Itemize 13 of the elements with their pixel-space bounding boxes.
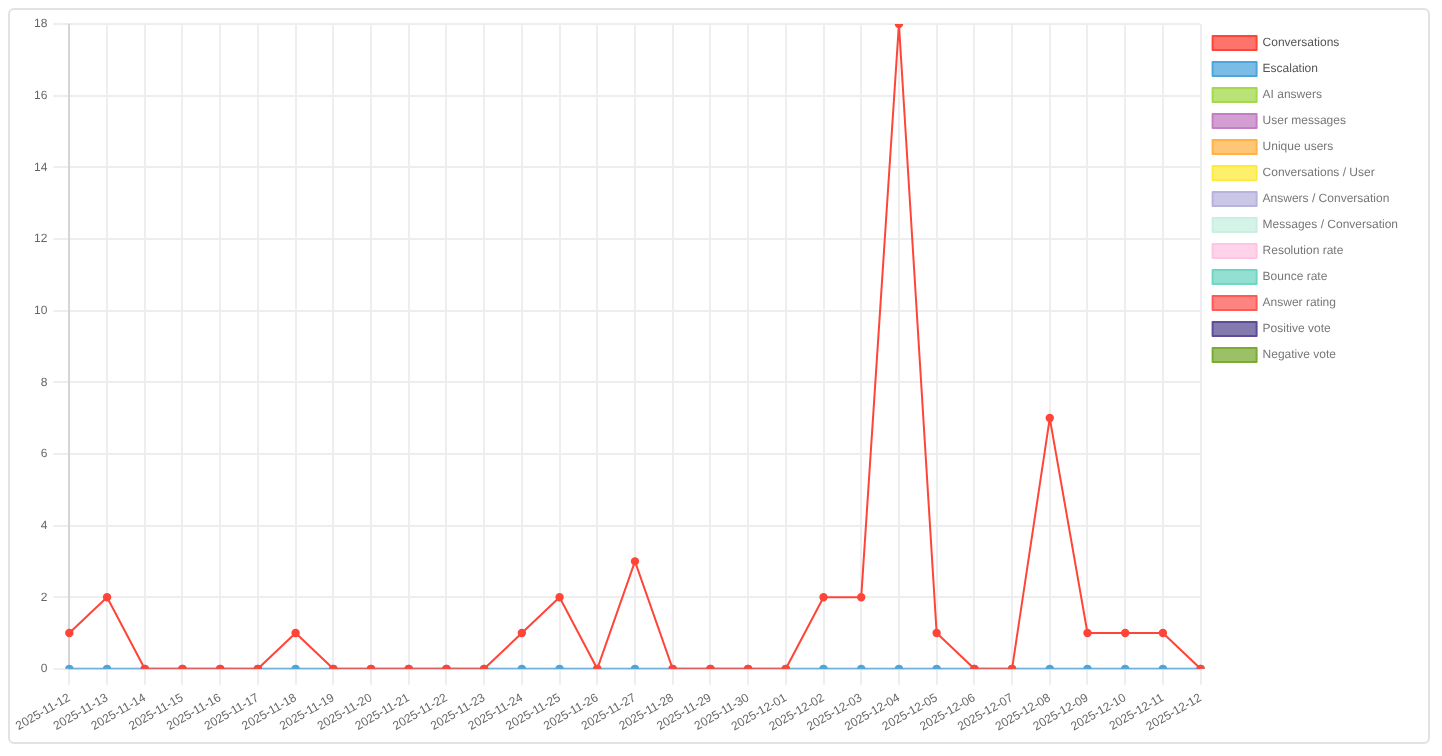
point	[932, 628, 941, 638]
point	[857, 592, 866, 602]
point	[65, 628, 74, 638]
point	[1083, 628, 1092, 638]
point	[555, 592, 564, 602]
point	[1120, 628, 1130, 638]
point	[517, 628, 527, 638]
point	[819, 592, 828, 602]
point	[630, 557, 640, 566]
point	[1158, 628, 1168, 638]
point	[291, 628, 300, 638]
point	[1045, 413, 1054, 423]
point	[102, 592, 112, 602]
